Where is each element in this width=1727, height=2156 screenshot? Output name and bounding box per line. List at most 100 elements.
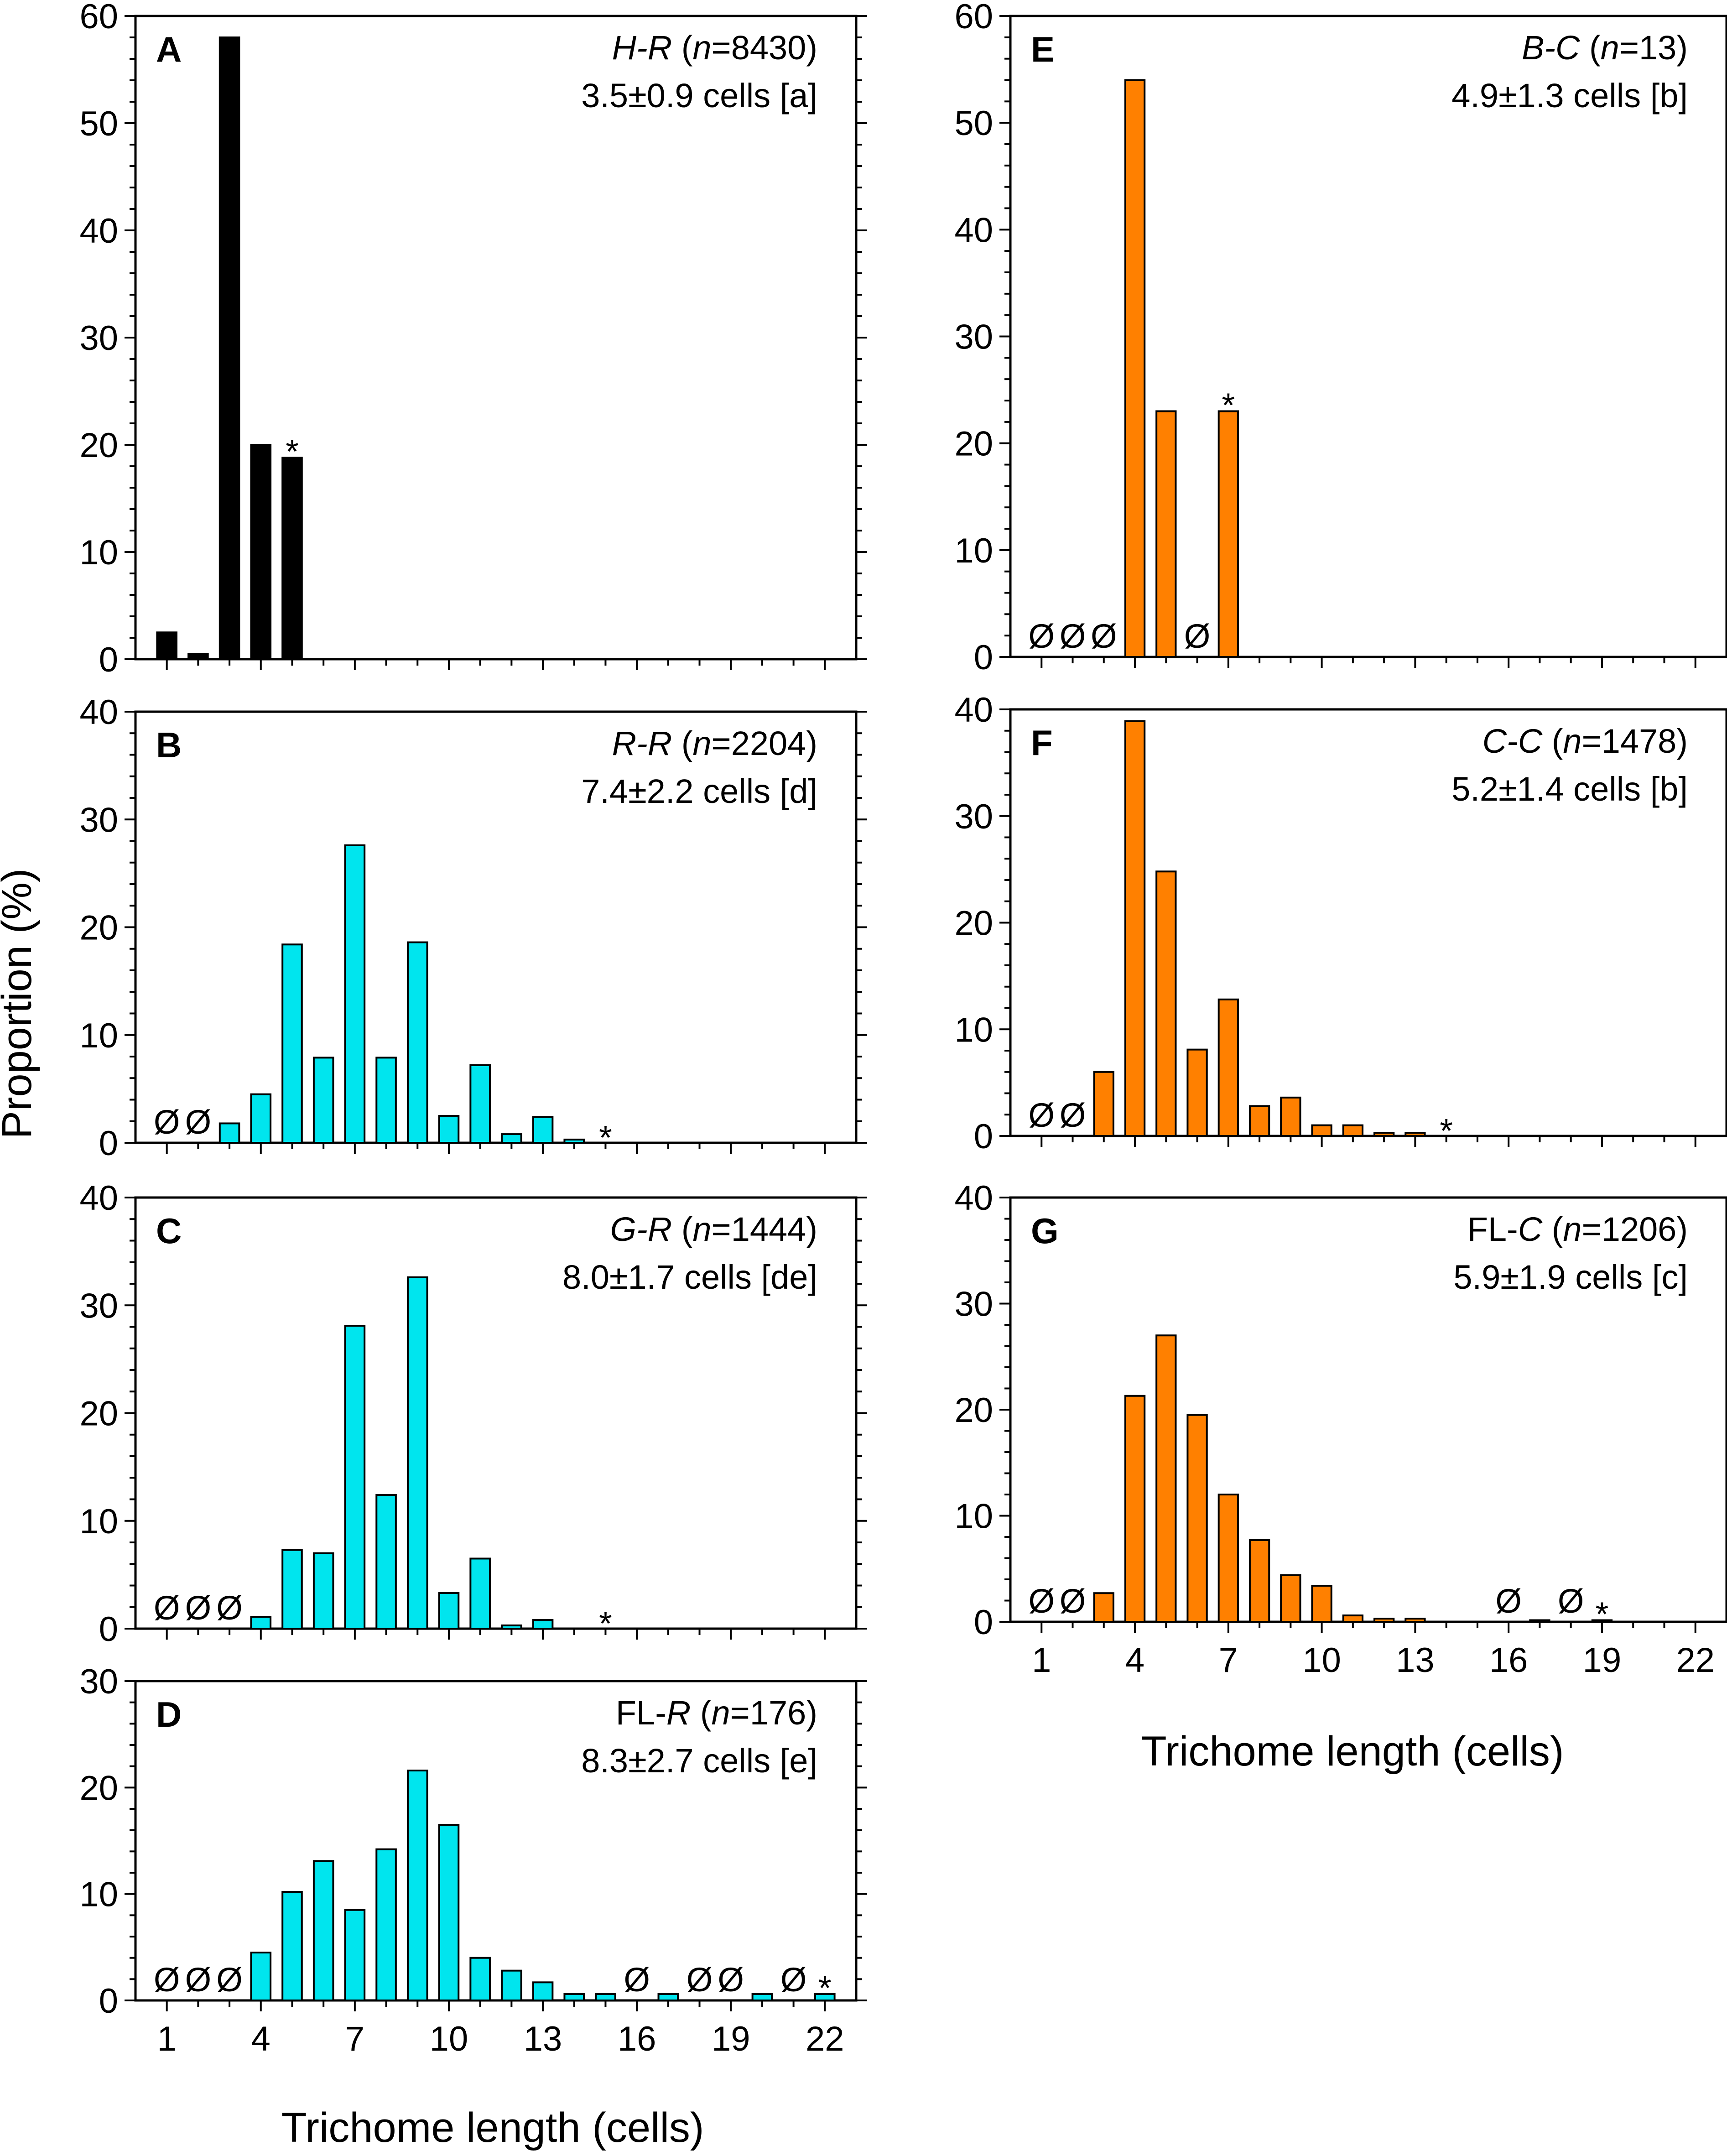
bar-13 — [532, 1619, 554, 1630]
title-name: H-R — [612, 29, 672, 67]
bar-13 — [1404, 1131, 1426, 1137]
max-length-asterisk: * — [599, 1604, 612, 1642]
empty-class-symbol: Ø — [718, 1961, 744, 1999]
bar-5 — [281, 1891, 303, 2001]
y-tick-label: 50 — [79, 104, 118, 143]
bar-5 — [1155, 410, 1177, 658]
empty-class-symbol: Ø — [185, 1103, 212, 1141]
y-tick-label: 10 — [954, 531, 993, 570]
x-tick-label: 7 — [345, 2020, 364, 2058]
x-axis-title-left: Trichome length (cells) — [281, 2104, 704, 2151]
y-tick-label: 10 — [79, 1016, 118, 1055]
bar-22 — [814, 1993, 836, 2001]
title-name: G-R — [610, 1210, 672, 1248]
bar-12 — [1373, 1131, 1395, 1137]
bar-17 — [1529, 1619, 1550, 1623]
panel-letter: F — [1031, 723, 1053, 763]
y-tick-label: 10 — [954, 1010, 993, 1049]
title-prefix: FL- — [1467, 1210, 1518, 1248]
y-tick-label: 40 — [954, 211, 993, 250]
y-tick-label: 50 — [954, 104, 993, 143]
empty-class-symbol: Ø — [185, 1961, 212, 1999]
y-tick-label: 30 — [79, 1662, 118, 1701]
y-tick-label: 0 — [99, 1124, 118, 1163]
bar-8 — [1248, 1105, 1270, 1137]
empty-class-symbol: Ø — [185, 1589, 212, 1627]
bar-8 — [1248, 1539, 1270, 1623]
y-tick-label: 30 — [954, 318, 993, 357]
y-tick-label: 10 — [79, 1502, 118, 1541]
y-tick-label: 20 — [79, 426, 118, 465]
empty-class-symbol: Ø — [1184, 617, 1211, 655]
empty-class-symbol: Ø — [687, 1961, 713, 1999]
title-name: C — [1518, 1210, 1543, 1248]
empty-class-symbol: Ø — [154, 1961, 180, 1999]
y-tick-label: 60 — [954, 0, 993, 36]
panel-stats: 3.5±0.9 cells [a] — [581, 77, 817, 115]
panel-a: 0 10 20 30 40 50 60 * A H-R (n=8430) 3.5±0.9 cells… — [79, 0, 867, 679]
bar-15 — [595, 1993, 616, 2001]
y-tick-label: 0 — [99, 641, 118, 679]
panel-letter: C — [156, 1211, 182, 1251]
bar-7 — [344, 1909, 366, 2001]
y-tick-label: 40 — [79, 212, 118, 250]
bar-9 — [406, 941, 428, 1144]
y-tick-label: 10 — [954, 1497, 993, 1536]
x-tick-label: 10 — [430, 2020, 468, 2058]
empty-class-symbol: Ø — [216, 1961, 243, 1999]
n-value: =2204 — [712, 724, 806, 762]
y-axis-title: Proportion (%) — [0, 868, 40, 1139]
bar-4 — [250, 444, 272, 660]
bar-12 — [501, 1969, 522, 2001]
max-length-asterisk: * — [818, 1969, 832, 2007]
bar-9 — [406, 1276, 428, 1630]
y-tick-label: 30 — [79, 319, 118, 358]
title-name: R-R — [612, 724, 672, 762]
x-tick-label: 1 — [1032, 1641, 1051, 1680]
y-tick-label: 0 — [974, 638, 993, 677]
panel-letter: D — [156, 1694, 182, 1734]
x-tick-label: 16 — [618, 2020, 656, 2058]
y-tick-label: 30 — [79, 801, 118, 839]
max-length-asterisk: * — [1596, 1595, 1609, 1633]
title-prefix: FL- — [616, 1694, 666, 1732]
bar-11 — [469, 1064, 491, 1144]
bar-9 — [1280, 1096, 1301, 1137]
x-tick-label: 22 — [1676, 1641, 1715, 1680]
title-name: B-C — [1522, 29, 1580, 67]
y-tick-label: 40 — [954, 1179, 993, 1218]
plot-frame — [134, 1680, 858, 2002]
y-tick-label: 40 — [79, 693, 118, 732]
bar-8 — [375, 1057, 397, 1144]
n-label: n — [692, 1210, 711, 1248]
panel-title: H-R (n=8430) — [612, 29, 817, 67]
title-name: R — [666, 1694, 691, 1732]
bar-10 — [438, 1824, 460, 2001]
panel-title: B-C (n=13) — [1522, 29, 1688, 67]
bar-20 — [751, 1993, 773, 2001]
y-tick-label: 0 — [974, 1603, 993, 1642]
bar-4 — [1124, 720, 1146, 1137]
n-label: n — [712, 1694, 730, 1732]
max-length-asterisk: * — [286, 432, 299, 470]
n-label: n — [692, 29, 711, 67]
panel-b: 0 10 20 30 40 Ø Ø * B R-R (n=2204) 7.4±2.2 cells [… — [79, 693, 867, 1163]
n-value: =176 — [730, 1694, 806, 1732]
empty-class-symbol: Ø — [216, 1589, 243, 1627]
panel-title: FL-C (n=1206) — [1467, 1210, 1688, 1248]
n-label: n — [1563, 722, 1581, 760]
empty-class-symbol: Ø — [1091, 617, 1117, 655]
y-tick-label: 20 — [954, 1391, 993, 1430]
empty-class-symbol: Ø — [1495, 1582, 1522, 1620]
bar-4 — [1124, 1395, 1146, 1623]
bar-13 — [532, 1116, 554, 1144]
x-tick-label: 22 — [806, 2020, 844, 2058]
n-value: =1206 — [1582, 1210, 1677, 1248]
bar-7 — [1217, 1494, 1239, 1623]
empty-class-symbol: Ø — [1028, 1096, 1055, 1134]
x-tick-label: 4 — [251, 2020, 270, 2058]
panel-stats: 8.3±2.7 cells [e] — [581, 1742, 817, 1780]
x-tick-label: 19 — [712, 2020, 750, 2058]
